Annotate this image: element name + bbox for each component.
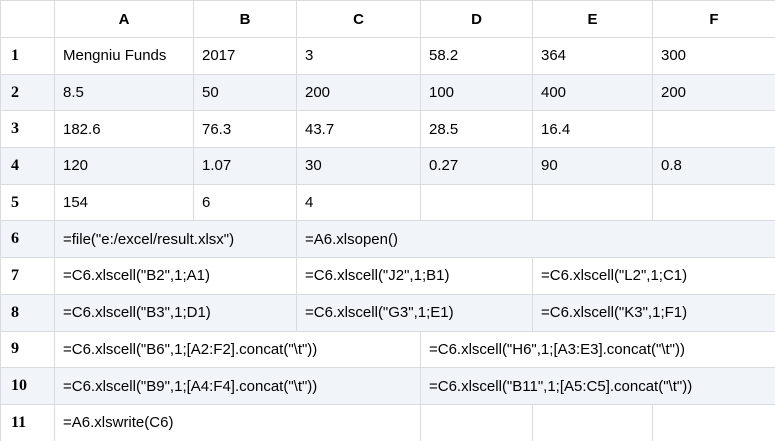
cell-C3[interactable]: 43.7 (296, 110, 421, 149)
table-row: 1 Mengniu Funds 2017 3 58.2 364 300 (0, 37, 775, 75)
cell-A10[interactable]: =C6.xlscell("B9",1;[A4:F4].concat("\t")) (54, 367, 421, 405)
cell-B3[interactable]: 76.3 (193, 110, 297, 149)
table-row: 4 120 1.07 30 0.27 90 0.8 (0, 147, 775, 185)
column-header-F[interactable]: F (652, 0, 775, 38)
cell-A3[interactable]: 182.6 (54, 110, 194, 149)
cell-D11[interactable] (420, 403, 533, 441)
table-row: 10 =C6.xlscell("B9",1;[A4:F4].concat("\t… (0, 367, 775, 405)
table-row: 7 =C6.xlscell("B2",1;A1) =C6.xlscell("J2… (0, 257, 775, 295)
row-header-9[interactable]: 9 (0, 330, 55, 369)
row-header-2[interactable]: 2 (0, 73, 55, 112)
column-header-A[interactable]: A (54, 0, 194, 38)
cell-C4[interactable]: 30 (296, 147, 421, 185)
column-header-B[interactable]: B (193, 0, 297, 38)
table-row: 5 154 6 4 (0, 183, 775, 222)
cell-E1[interactable]: 364 (532, 37, 653, 75)
column-header-D[interactable]: D (420, 0, 533, 38)
cell-C8[interactable]: =C6.xlscell("G3",1;E1) (296, 293, 533, 332)
table-row: 3 182.6 76.3 43.7 28.5 16.4 (0, 110, 775, 149)
cell-A7[interactable]: =C6.xlscell("B2",1;A1) (54, 257, 297, 295)
cell-B4[interactable]: 1.07 (193, 147, 297, 185)
row-header-3[interactable]: 3 (0, 110, 55, 149)
cell-C5[interactable]: 4 (296, 183, 421, 222)
row-header-10[interactable]: 10 (0, 367, 55, 405)
cell-A1[interactable]: Mengniu Funds (54, 37, 194, 75)
column-header-C[interactable]: C (296, 0, 421, 38)
cell-A4[interactable]: 120 (54, 147, 194, 185)
row-header-4[interactable]: 4 (0, 147, 55, 185)
cell-E11[interactable] (532, 403, 653, 441)
cell-A5[interactable]: 154 (54, 183, 194, 222)
row-header-7[interactable]: 7 (0, 257, 55, 295)
cell-B2[interactable]: 50 (193, 73, 297, 112)
cell-F11[interactable] (652, 403, 775, 441)
cell-C1[interactable]: 3 (296, 37, 421, 75)
row-header-8[interactable]: 8 (0, 293, 55, 332)
cell-E5[interactable] (532, 183, 653, 222)
cell-D4[interactable]: 0.27 (420, 147, 533, 185)
row-header-11[interactable]: 11 (0, 403, 55, 441)
cell-F3[interactable] (652, 110, 775, 149)
cell-C2[interactable]: 200 (296, 73, 421, 112)
row-header-1[interactable]: 1 (0, 37, 55, 75)
row-header-6[interactable]: 6 (0, 220, 55, 259)
cell-F5[interactable] (652, 183, 775, 222)
cell-B5[interactable]: 6 (193, 183, 297, 222)
cell-F2[interactable]: 200 (652, 73, 775, 112)
cell-D5[interactable] (420, 183, 533, 222)
row-header-5[interactable]: 5 (0, 183, 55, 222)
cell-E8[interactable]: =C6.xlscell("K3",1;F1) (532, 293, 775, 332)
column-header-row: A B C D E F (0, 0, 775, 38)
select-all-corner[interactable] (0, 0, 55, 38)
table-row: 6 =file("e:/excel/result.xlsx") =A6.xlso… (0, 220, 775, 259)
cell-A8[interactable]: =C6.xlscell("B3",1;D1) (54, 293, 297, 332)
cell-E4[interactable]: 90 (532, 147, 653, 185)
cell-A6[interactable]: =file("e:/excel/result.xlsx") (54, 220, 297, 259)
cell-E3[interactable]: 16.4 (532, 110, 653, 149)
cell-D3[interactable]: 28.5 (420, 110, 533, 149)
cell-E7[interactable]: =C6.xlscell("L2",1;C1) (532, 257, 775, 295)
cell-F1[interactable]: 300 (652, 37, 775, 75)
cell-A2[interactable]: 8.5 (54, 73, 194, 112)
cell-C7[interactable]: =C6.xlscell("J2",1;B1) (296, 257, 533, 295)
cell-A9[interactable]: =C6.xlscell("B6",1;[A2:F2].concat("\t")) (54, 330, 421, 369)
cell-F4[interactable]: 0.8 (652, 147, 775, 185)
cell-D2[interactable]: 100 (420, 73, 533, 112)
cell-A11[interactable]: =A6.xlswrite(C6) (54, 403, 421, 441)
cell-D10[interactable]: =C6.xlscell("B11",1;[A5:C5].concat("\t")… (420, 367, 775, 405)
table-row: 9 =C6.xlscell("B6",1;[A2:F2].concat("\t"… (0, 330, 775, 369)
column-header-E[interactable]: E (532, 0, 653, 38)
table-row: 11 =A6.xlswrite(C6) (0, 403, 775, 441)
cell-B1[interactable]: 2017 (193, 37, 297, 75)
cell-D1[interactable]: 58.2 (420, 37, 533, 75)
cell-C6[interactable]: =A6.xlsopen() (296, 220, 775, 259)
cell-E2[interactable]: 400 (532, 73, 653, 112)
table-row: 2 8.5 50 200 100 400 200 (0, 73, 775, 112)
table-row: 8 =C6.xlscell("B3",1;D1) =C6.xlscell("G3… (0, 293, 775, 332)
cell-D9[interactable]: =C6.xlscell("H6",1;[A3:E3].concat("\t")) (420, 330, 775, 369)
